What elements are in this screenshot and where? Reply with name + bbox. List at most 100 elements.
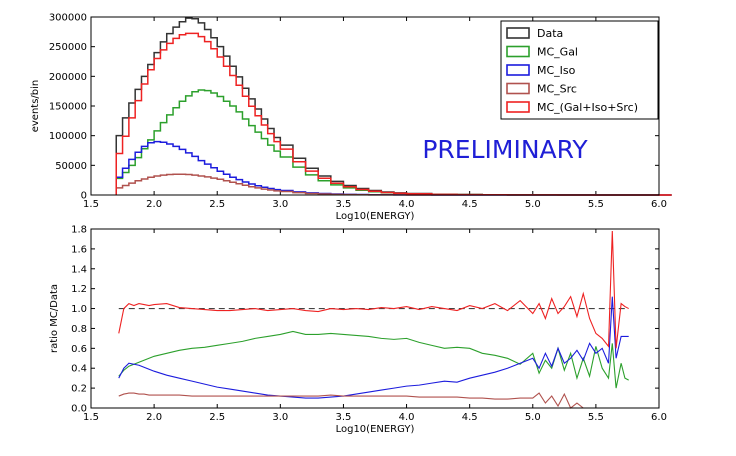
data-point bbox=[280, 334, 281, 335]
y-tick-label: 1.4 bbox=[71, 264, 87, 275]
data-point bbox=[123, 393, 124, 394]
data-point bbox=[576, 316, 577, 317]
data-point bbox=[210, 92, 211, 93]
data-point bbox=[185, 18, 186, 19]
data-point bbox=[254, 187, 255, 188]
data-point bbox=[179, 394, 180, 395]
data-point bbox=[204, 41, 205, 42]
legend-swatch bbox=[506, 101, 530, 113]
data-point bbox=[135, 180, 136, 181]
x-tick-label: 2.5 bbox=[209, 199, 225, 210]
data-point bbox=[242, 395, 243, 396]
data-point bbox=[138, 362, 139, 363]
data-point bbox=[538, 392, 539, 393]
data-point bbox=[198, 160, 199, 161]
data-point bbox=[236, 111, 237, 112]
data-point bbox=[305, 174, 306, 175]
data-point bbox=[431, 396, 432, 397]
data-point bbox=[143, 367, 144, 368]
data-point bbox=[583, 293, 584, 294]
legend-swatch bbox=[506, 82, 530, 95]
data-point bbox=[557, 313, 558, 314]
data-point bbox=[166, 43, 167, 44]
y-tick-label: 0.8 bbox=[71, 324, 87, 335]
data-point bbox=[431, 383, 432, 384]
series-2 bbox=[115, 140, 672, 196]
y-tick-label: 150000 bbox=[49, 102, 87, 113]
data-point bbox=[123, 368, 124, 369]
data-point bbox=[381, 390, 382, 391]
data-point bbox=[393, 388, 394, 389]
x-tick-label: 2.0 bbox=[146, 199, 162, 210]
data-point bbox=[166, 174, 167, 175]
data-point bbox=[248, 106, 249, 107]
series-line bbox=[118, 230, 629, 349]
data-point bbox=[494, 303, 495, 304]
data-point bbox=[456, 310, 457, 311]
x-tick-label: 5.5 bbox=[588, 412, 604, 423]
x-tick-label: 4.0 bbox=[399, 199, 415, 210]
data-point bbox=[318, 180, 319, 181]
data-point bbox=[191, 175, 192, 176]
data-point bbox=[381, 192, 382, 193]
data-point bbox=[419, 342, 420, 343]
data-point bbox=[128, 363, 129, 364]
data-point bbox=[381, 307, 382, 308]
data-point bbox=[589, 376, 590, 377]
data-point bbox=[621, 336, 622, 337]
y-tick-label: 300000 bbox=[49, 13, 87, 24]
data-point bbox=[141, 76, 142, 77]
data-point bbox=[133, 392, 134, 393]
data-point bbox=[267, 395, 268, 396]
data-point bbox=[318, 193, 319, 194]
data-point bbox=[431, 306, 432, 307]
data-point bbox=[198, 89, 199, 90]
data-point bbox=[589, 343, 590, 344]
data-point bbox=[138, 365, 139, 366]
data-point bbox=[482, 308, 483, 309]
data-point bbox=[198, 175, 199, 176]
data-point bbox=[242, 390, 243, 391]
data-point bbox=[166, 353, 167, 354]
data-point bbox=[355, 189, 356, 190]
x-tick-label: 4.0 bbox=[399, 412, 415, 423]
data-point bbox=[179, 378, 180, 379]
data-point bbox=[330, 184, 331, 185]
data-point bbox=[242, 185, 243, 186]
data-point bbox=[242, 96, 243, 97]
data-point bbox=[204, 309, 205, 310]
data-point bbox=[551, 395, 552, 396]
data-point bbox=[602, 348, 603, 349]
data-point bbox=[532, 397, 533, 398]
data-point bbox=[615, 358, 616, 359]
data-point bbox=[444, 348, 445, 349]
x-tick-label: 4.5 bbox=[462, 199, 478, 210]
data-point bbox=[469, 305, 470, 306]
data-point bbox=[595, 333, 596, 334]
data-point bbox=[143, 304, 144, 305]
data-point bbox=[406, 386, 407, 387]
data-point bbox=[469, 348, 470, 349]
data-point bbox=[166, 114, 167, 115]
legend-label: Data bbox=[537, 27, 563, 40]
data-point bbox=[229, 389, 230, 390]
preliminary-annotation: PRELIMINARY bbox=[422, 135, 588, 164]
data-point bbox=[210, 37, 211, 38]
data-point bbox=[154, 371, 155, 372]
x-tick-label: 3.5 bbox=[335, 412, 351, 423]
data-point bbox=[469, 378, 470, 379]
data-point bbox=[273, 190, 274, 191]
data-point bbox=[242, 118, 243, 119]
data-point bbox=[185, 174, 186, 175]
data-point bbox=[210, 177, 211, 178]
data-point bbox=[570, 296, 571, 297]
data-point bbox=[217, 46, 218, 47]
data-point bbox=[520, 363, 521, 364]
data-point bbox=[128, 102, 129, 103]
data-point bbox=[532, 313, 533, 314]
data-point bbox=[204, 395, 205, 396]
data-point bbox=[280, 191, 281, 192]
data-point bbox=[198, 36, 199, 37]
data-point bbox=[624, 378, 625, 379]
legend-swatch bbox=[506, 27, 530, 39]
